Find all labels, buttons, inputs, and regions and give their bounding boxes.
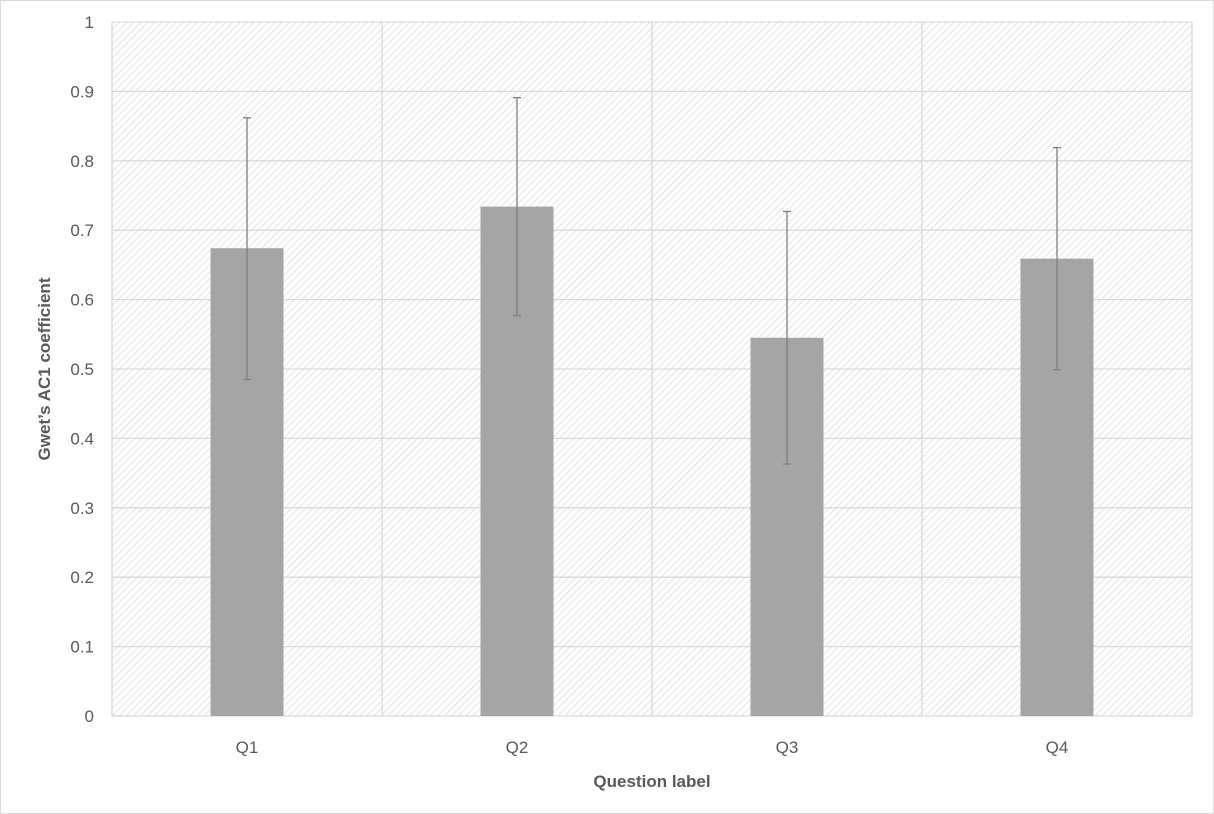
error-bar-q4 (1053, 146, 1061, 371)
x-tick-label: Q3 (776, 738, 799, 757)
y-axis-title: Gwet’s AC1 coefficient (35, 277, 54, 460)
y-tick-label: 0.2 (70, 568, 94, 587)
x-axis-ticks: Q1 Q2 Q3 Q4 (236, 738, 1069, 757)
y-axis-ticks: 0 0.1 0.2 0.3 0.4 0.5 0.6 0.7 0.8 0.9 1 (70, 13, 94, 726)
y-tick-label: 1 (85, 13, 94, 32)
error-bar-q3 (783, 210, 791, 465)
y-tick-label: 0.4 (70, 429, 94, 448)
gridlines (111, 21, 1193, 717)
y-tick-label: 0 (85, 707, 94, 726)
y-tick-label: 0.7 (70, 221, 94, 240)
y-tick-label: 0.8 (70, 152, 94, 171)
x-tick-label: Q1 (236, 738, 259, 757)
y-tick-label: 0.5 (70, 360, 94, 379)
y-tick-label: 0.1 (70, 638, 94, 657)
error-bars-group (243, 96, 1061, 465)
x-tick-label: Q4 (1046, 738, 1069, 757)
y-tick-label: 0.6 (70, 291, 94, 310)
x-axis-title: Question label (593, 772, 710, 791)
y-tick-label: 0.9 (70, 82, 94, 101)
error-bar-q2 (513, 96, 521, 317)
error-bar-q1 (243, 117, 251, 381)
y-tick-label: 0.3 (70, 499, 94, 518)
x-tick-label: Q2 (506, 738, 529, 757)
